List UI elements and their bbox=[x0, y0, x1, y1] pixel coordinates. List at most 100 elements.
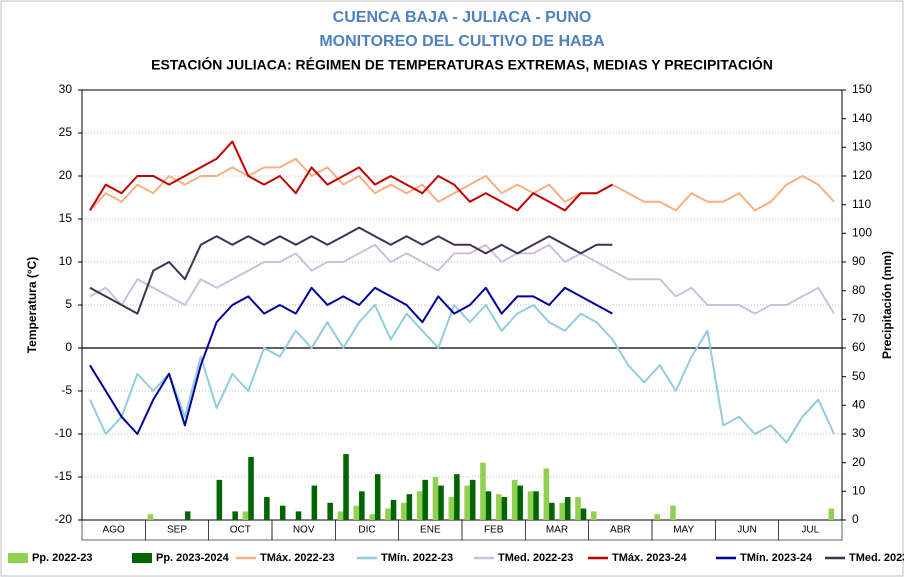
x-tick-label: JUL bbox=[801, 525, 819, 536]
title: CUENCA BAJA - JULIACA - PUNO bbox=[333, 9, 592, 26]
precip-bar bbox=[374, 474, 381, 520]
precip-bar bbox=[359, 491, 365, 520]
subtitle: MONITOREO DEL CULTIVO DE HABA bbox=[319, 33, 605, 50]
legend-label: Pp. 2023-2024 bbox=[156, 552, 230, 564]
y2-tick-label: 90 bbox=[852, 254, 866, 268]
precip-bar bbox=[279, 505, 286, 520]
legend-label: TMed. 2022-23 bbox=[498, 552, 573, 564]
x-tick-label: FEB bbox=[484, 525, 504, 536]
chart-title: ESTACIÓN JULIACA: RÉGIMEN DE TEMPERATURA… bbox=[151, 56, 773, 73]
precip-bar bbox=[549, 502, 555, 520]
precip-bar bbox=[580, 508, 587, 520]
precip-bar bbox=[401, 502, 407, 520]
precip-bar bbox=[327, 502, 333, 520]
month-box bbox=[778, 519, 843, 541]
precip-bar bbox=[353, 505, 360, 520]
temperature-line bbox=[89, 286, 613, 435]
x-tick-label: ENE bbox=[420, 525, 441, 536]
y2-tick-label: 150 bbox=[852, 82, 872, 96]
y2-tick-label: 110 bbox=[852, 197, 871, 211]
y-tick-label: -5 bbox=[61, 383, 72, 397]
y-tick-label: 30 bbox=[59, 82, 73, 96]
x-tick-label: OCT bbox=[230, 525, 251, 536]
y2-tick-label: 0 bbox=[852, 512, 859, 526]
precip-bar bbox=[242, 511, 249, 520]
y-tick-label: -15 bbox=[55, 469, 73, 483]
precip-bar bbox=[385, 508, 391, 520]
precip-bar bbox=[337, 511, 344, 520]
y2-tick-label: 80 bbox=[852, 283, 866, 297]
precip-bar bbox=[559, 502, 565, 520]
precip-bar bbox=[480, 462, 486, 520]
legend-label: Pp. 2022-23 bbox=[32, 552, 93, 564]
precip-bar bbox=[422, 479, 428, 520]
x-tick-label: ABR bbox=[610, 525, 631, 536]
y-tick-label: 10 bbox=[59, 254, 73, 268]
legend-label: TMín. 2022-23 bbox=[381, 552, 453, 564]
y2-tick-label: 120 bbox=[852, 168, 872, 182]
x-tick-label: DIC bbox=[358, 525, 375, 536]
precip-bar bbox=[670, 505, 676, 520]
y2-tick-label: 140 bbox=[852, 111, 872, 125]
legend-label: TMáx. 2023-24 bbox=[612, 552, 687, 564]
precip-bar bbox=[517, 485, 523, 520]
precip-bar bbox=[533, 491, 539, 520]
precip-bar bbox=[390, 499, 397, 520]
legend-label: TMed. 2023-24 bbox=[849, 552, 904, 564]
x-tick-label: MAY bbox=[673, 525, 694, 536]
legend-label: TMín. 2023-24 bbox=[740, 552, 813, 564]
precip-bar bbox=[216, 479, 223, 520]
precip-bar bbox=[511, 479, 518, 520]
x-tick-label: MAR bbox=[546, 525, 568, 536]
precip-bar bbox=[248, 456, 254, 520]
y-tick-label: -10 bbox=[55, 426, 73, 440]
y-tick-label: -20 bbox=[55, 512, 73, 526]
precip-bar bbox=[311, 485, 318, 520]
precip-bar bbox=[575, 497, 581, 520]
precip-bar bbox=[295, 511, 302, 520]
temperature-line bbox=[89, 226, 613, 315]
y2-axis-label: Precipitación (mm) bbox=[880, 251, 894, 359]
y2-tick-label: 70 bbox=[852, 312, 866, 326]
precip-bar bbox=[343, 454, 349, 520]
precip-bar bbox=[448, 497, 455, 520]
precip-bar bbox=[496, 494, 502, 520]
precip-bar bbox=[564, 497, 571, 520]
precip-bar bbox=[501, 497, 508, 520]
x-tick-label: NOV bbox=[293, 525, 315, 536]
x-tick-label: AGO bbox=[103, 525, 125, 536]
legend-swatch bbox=[132, 553, 152, 563]
precip-bar bbox=[591, 511, 597, 520]
y2-tick-label: 100 bbox=[852, 226, 872, 240]
temperature-line bbox=[89, 157, 835, 212]
x-tick-label: SEP bbox=[167, 525, 187, 536]
y2-tick-label: 20 bbox=[852, 455, 866, 469]
precip-bar bbox=[264, 497, 270, 520]
precip-bar bbox=[184, 511, 191, 520]
legend-label: TMáx. 2022-23 bbox=[260, 552, 335, 564]
y2-tick-label: 130 bbox=[852, 140, 872, 154]
y-tick-label: 25 bbox=[59, 125, 73, 139]
y-tick-label: 0 bbox=[65, 340, 72, 354]
y2-tick-label: 50 bbox=[852, 369, 866, 383]
precip-bar bbox=[485, 491, 492, 520]
precip-bar bbox=[469, 479, 476, 520]
temperature-line bbox=[89, 243, 835, 315]
precip-bar bbox=[147, 514, 154, 520]
y-tick-label: 5 bbox=[65, 297, 72, 311]
legend-swatch bbox=[8, 553, 28, 563]
y-axis-label: Temperatura (°C) bbox=[25, 257, 39, 354]
y2-tick-label: 30 bbox=[852, 426, 866, 440]
temperature-line bbox=[89, 140, 613, 212]
precip-bar bbox=[527, 491, 534, 520]
precip-bar bbox=[416, 491, 423, 520]
y-tick-label: 20 bbox=[59, 168, 73, 182]
y2-tick-label: 10 bbox=[852, 484, 866, 498]
precip-bar bbox=[464, 485, 470, 520]
precip-bar bbox=[369, 514, 375, 520]
x-tick-label: JUN bbox=[737, 525, 756, 536]
precip-bar bbox=[232, 511, 238, 520]
y-tick-label: 15 bbox=[59, 211, 73, 225]
